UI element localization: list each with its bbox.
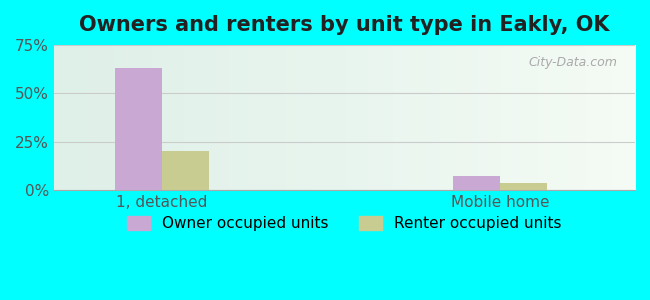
Bar (114, 68, 162, 190)
Title: Owners and renters by unit type in Eakly, OK: Owners and renters by unit type in Eakly… (79, 15, 610, 35)
Bar (500, 183, 547, 190)
Bar (162, 151, 209, 190)
Text: City-Data.com: City-Data.com (528, 56, 618, 70)
Legend: Owner occupied units, Renter occupied units: Owner occupied units, Renter occupied un… (121, 210, 568, 237)
Bar (452, 176, 500, 190)
